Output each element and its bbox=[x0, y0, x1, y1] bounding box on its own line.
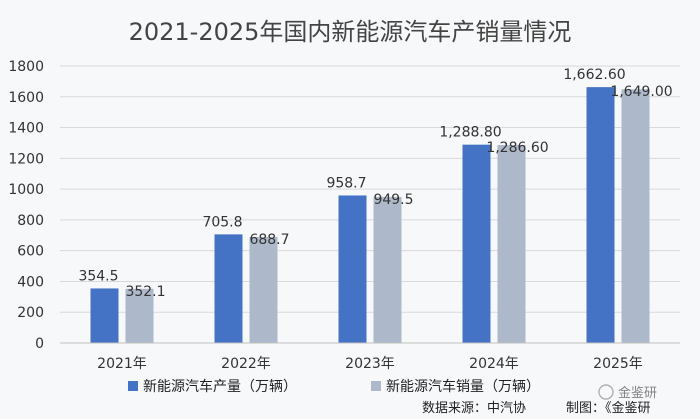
x-category-label: 2024年 bbox=[469, 356, 519, 372]
data-label-sales: 949.5 bbox=[373, 192, 413, 208]
data-label-production: 354.5 bbox=[78, 268, 118, 284]
x-category-label: 2022年 bbox=[221, 356, 271, 372]
bar-production bbox=[462, 144, 491, 343]
watermark: 金鉴研 bbox=[598, 384, 657, 401]
x-category-label: 2023年 bbox=[345, 356, 395, 372]
bar-production bbox=[90, 288, 119, 343]
data-label-production: 1,662.60 bbox=[563, 67, 625, 83]
y-tick-label: 800 bbox=[17, 213, 44, 229]
data-label-sales: 1,649.00 bbox=[610, 84, 672, 100]
data-label-production: 1,288.80 bbox=[439, 125, 501, 141]
gridlines bbox=[60, 65, 680, 313]
legend-label: 新能源汽车产量（万辆） bbox=[143, 378, 297, 395]
data-label-sales: 1,286.60 bbox=[486, 140, 548, 156]
y-tick-label: 1000 bbox=[8, 182, 44, 198]
bar-production bbox=[338, 195, 367, 343]
watermark-logo-icon bbox=[598, 384, 614, 400]
watermark-text: 金鉴研 bbox=[618, 385, 657, 401]
data-label-production: 958.7 bbox=[326, 175, 366, 191]
bar-sales bbox=[497, 145, 526, 343]
legend-label: 新能源汽车销量（万辆） bbox=[386, 378, 540, 395]
source-note: 数据来源：中汽协 bbox=[422, 401, 526, 416]
data-label-sales: 352.1 bbox=[125, 284, 165, 300]
x-axis-categories: 2021年 2022年 2023年 2024年 2025年 bbox=[97, 356, 643, 372]
bar-production bbox=[586, 87, 615, 343]
x-category-label: 2025年 bbox=[593, 356, 643, 372]
chart-title: 2021-2025年国内新能源汽车产销量情况 bbox=[129, 18, 572, 46]
y-tick-label: 0 bbox=[35, 336, 44, 352]
x-category-label: 2021年 bbox=[97, 356, 147, 372]
data-label-production: 705.8 bbox=[202, 214, 242, 230]
y-tick-label: 1600 bbox=[8, 90, 44, 106]
bar-sales bbox=[373, 196, 402, 343]
legend: 新能源汽车产量（万辆） 新能源汽车销量（万辆） bbox=[128, 378, 540, 395]
y-tick-label: 400 bbox=[17, 274, 44, 290]
y-tick-label: 200 bbox=[17, 305, 44, 321]
bar-sales bbox=[621, 89, 650, 344]
y-axis-ticks: 0 200 400 600 800 1000 1200 1400 1600 1800 bbox=[8, 59, 44, 352]
legend-swatch bbox=[128, 381, 138, 391]
y-tick-label: 1800 bbox=[8, 59, 44, 75]
bar-sales bbox=[249, 237, 278, 343]
data-label-sales: 688.7 bbox=[249, 232, 289, 248]
credit-note: 制图：《金鉴研 bbox=[566, 400, 651, 416]
bar-production bbox=[214, 234, 243, 343]
legend-swatch bbox=[371, 381, 381, 391]
y-tick-label: 1200 bbox=[8, 151, 44, 167]
bar-sales bbox=[125, 288, 154, 343]
bars bbox=[90, 87, 650, 344]
y-tick-label: 1400 bbox=[8, 121, 44, 137]
y-tick-label: 600 bbox=[17, 244, 44, 260]
data-labels: 354.5352.1705.8688.7958.7949.51,288.801,… bbox=[78, 67, 672, 300]
